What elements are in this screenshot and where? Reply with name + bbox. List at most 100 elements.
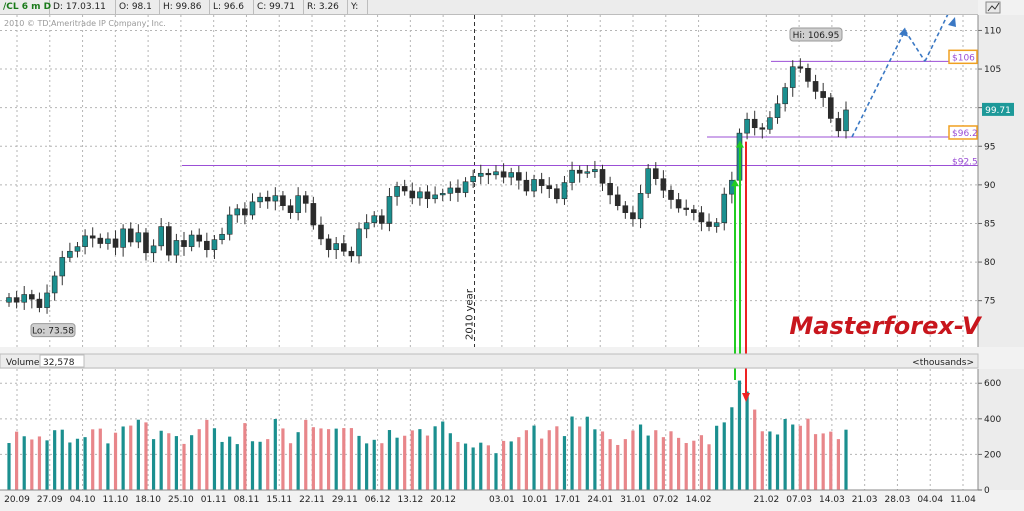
- candle-down: [340, 243, 347, 252]
- volume-bar: [836, 439, 840, 490]
- forecast-segment: [904, 30, 926, 62]
- candle-down: [554, 188, 560, 200]
- volume-bar: [30, 439, 34, 490]
- volume-bar: [258, 441, 262, 490]
- candle-down: [196, 234, 203, 242]
- volume-bar: [677, 437, 681, 490]
- candle-down: [379, 215, 385, 224]
- candle-up: [774, 103, 781, 118]
- candle-up: [257, 196, 263, 203]
- level-label: $106: [952, 53, 975, 63]
- volume-bar: [220, 441, 224, 490]
- candle-up: [188, 234, 195, 247]
- volume-bar: [532, 425, 536, 490]
- candle-down: [287, 205, 294, 213]
- year-separator: 2010 year: [465, 15, 476, 347]
- volume-bar: [737, 380, 742, 490]
- candle-down: [683, 207, 690, 210]
- candle-up: [82, 235, 88, 247]
- candle-down: [325, 238, 332, 251]
- x-tick-label: 28.03: [885, 495, 911, 505]
- volume-bar: [121, 426, 125, 490]
- volume-bar: [813, 434, 818, 490]
- volume-bar: [425, 435, 430, 490]
- y-tick-label: 85: [984, 219, 995, 229]
- symbol-selector[interactable]: /CL 6 m D: [0, 0, 51, 14]
- volume-bar: [608, 439, 612, 490]
- x-tick-label: 29.11: [332, 495, 358, 505]
- volume-bar: [540, 438, 544, 490]
- volume-bar: [144, 422, 148, 490]
- level-label: $96.2: [952, 129, 978, 139]
- candle-up: [173, 240, 180, 256]
- volume-bar: [654, 430, 658, 490]
- volume-bar: [167, 433, 171, 490]
- candle-down: [751, 118, 758, 129]
- candle-up: [721, 193, 728, 223]
- header-date: D: 17.03.11: [50, 0, 116, 14]
- header-open: O: 98.1: [116, 0, 160, 14]
- candle-down: [523, 179, 530, 192]
- candle-up: [158, 226, 164, 247]
- volume-value-box: [39, 354, 85, 368]
- candle-down: [827, 97, 834, 119]
- volume-bar: [783, 419, 787, 490]
- volume-bar: [357, 435, 361, 490]
- volume-bar: [631, 430, 635, 490]
- candle-up: [135, 232, 142, 243]
- candle-up: [211, 239, 218, 251]
- x-tick-label: 31.01: [620, 495, 646, 505]
- candle-up: [74, 246, 81, 252]
- volume-title: Volume: [6, 358, 40, 368]
- candle-down: [759, 127, 766, 130]
- candle-up: [272, 195, 279, 202]
- volume-bar: [205, 419, 209, 490]
- hi-label: Hi: 106.95: [793, 31, 840, 41]
- x-tick-label: 15.11: [266, 495, 292, 505]
- header-close: C: 99.71: [254, 0, 304, 14]
- candle-up: [234, 208, 241, 216]
- candle-down: [622, 205, 629, 213]
- x-tick-label: 07.03: [786, 495, 812, 505]
- volume-bar: [684, 443, 688, 490]
- volume-bar: [707, 444, 711, 490]
- candle-up: [789, 66, 796, 88]
- y-tick-label: 95: [984, 142, 995, 152]
- volume-bar: [418, 429, 422, 490]
- candle-down: [280, 195, 286, 207]
- volume-bar: [83, 437, 87, 490]
- volume-bar: [22, 436, 26, 490]
- volume-bars: [7, 380, 848, 490]
- volume-bar: [829, 431, 833, 490]
- volume-tick-label: 0: [984, 486, 990, 496]
- candle-down: [204, 240, 210, 251]
- x-tick-label: 18.10: [135, 495, 161, 505]
- candle-up: [51, 275, 58, 294]
- x-tick-label: 27.09: [37, 495, 63, 505]
- volume-bar: [433, 426, 437, 490]
- y-tick-label: 80: [984, 258, 996, 268]
- y-tick-label: 90: [984, 181, 996, 191]
- y-tick-label: 75: [984, 297, 995, 307]
- volume-bar: [494, 453, 498, 490]
- candle-up: [782, 87, 788, 105]
- candle-down: [112, 238, 119, 248]
- volume-bar: [555, 426, 559, 490]
- volume-bar: [380, 443, 384, 490]
- candle-down: [500, 171, 507, 178]
- candle-down: [652, 168, 659, 179]
- x-tick-label: 11.10: [102, 495, 128, 505]
- candle-up: [6, 297, 12, 303]
- candle-down: [13, 297, 20, 303]
- volume-bar: [722, 422, 726, 490]
- candle-down: [805, 67, 811, 82]
- volume-bar: [75, 438, 80, 490]
- chart-settings-icon[interactable]: [985, 1, 1001, 14]
- x-tick-label: 20.12: [430, 495, 456, 505]
- volume-bar: [228, 436, 232, 490]
- volume-bar: [638, 424, 643, 490]
- candle-down: [97, 237, 104, 244]
- volume-bar: [281, 428, 285, 490]
- x-tick-label: 03.01: [489, 495, 515, 505]
